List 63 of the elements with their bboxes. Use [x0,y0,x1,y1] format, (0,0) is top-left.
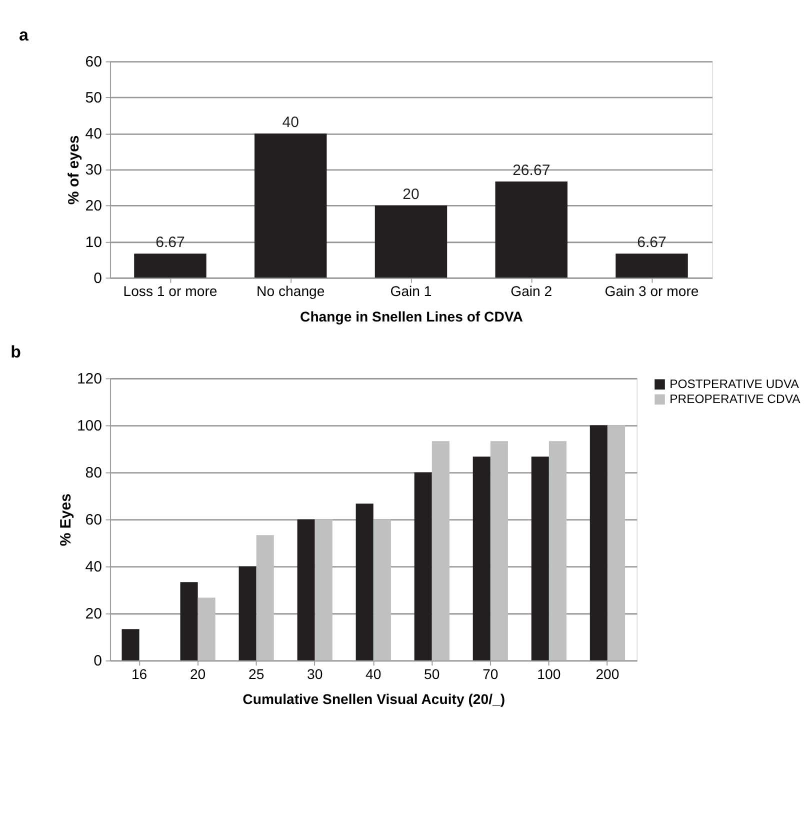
bar [414,472,432,660]
bar [180,582,198,660]
data-label: 20 [402,186,420,203]
y-tick-label: 40 [85,126,102,143]
bar [256,535,274,660]
x-tick-label: 100 [537,666,561,682]
legend-label: PREOPERATIVE CDVA [670,392,802,406]
bar [432,441,450,660]
y-tick-label: 120 [76,370,102,388]
x-axis-title: Cumulative Snellen Visual Acuity (20/_) [242,691,506,708]
bar [356,504,374,660]
x-tick-label: Gain 3 or more [604,282,699,299]
bar [495,182,568,278]
x-tick-label: Gain 2 [510,282,552,299]
y-tick-label: 50 [85,90,102,107]
y-tick-label: 20 [85,198,102,215]
bar [297,519,315,660]
y-axis-title: % of eyes [66,135,83,205]
data-label: 40 [282,114,299,131]
bar [254,133,327,278]
data-label: 26.67 [512,162,550,179]
x-tick-label: 30 [307,666,323,682]
x-tick-label: 16 [131,666,148,682]
y-tick-label: 30 [85,162,102,179]
y-tick-label: 100 [76,417,102,434]
bar [122,629,140,660]
bar [548,441,566,660]
y-tick-label: 20 [85,606,102,623]
x-tick-label: Gain 1 [390,282,432,299]
bar [590,425,608,660]
chart-title: b [10,342,21,362]
bar [616,254,688,278]
x-tick-label: 50 [424,666,440,682]
x-tick-label: Loss 1 or more [123,282,218,299]
chart-title: a [19,26,29,45]
bar [198,598,216,660]
x-axis-title: Change in Snellen Lines of CDVA [300,308,523,324]
bar [531,456,549,660]
y-tick-label: 60 [85,54,102,71]
bar [374,206,448,278]
y-tick-label: 10 [85,234,102,251]
x-tick-label: 200 [596,666,620,682]
bar [134,254,206,278]
legend-label: POSTPERATIVE UDVA [670,377,800,392]
bar [490,441,508,660]
data-label: 6.67 [156,234,185,252]
x-tick-label: 40 [366,666,382,682]
y-axis-title: % Eyes [57,494,74,546]
bar [314,519,332,660]
x-tick-label: 25 [248,666,264,682]
y-tick-label: 40 [85,558,102,576]
bar [607,425,626,660]
bar [472,456,490,660]
y-tick-label: 0 [94,652,102,670]
x-tick-label: 70 [482,666,498,682]
y-tick-label: 60 [85,512,102,529]
y-tick-label: 0 [94,270,102,287]
bar [238,566,256,660]
data-label: 6.67 [637,234,666,252]
y-tick-label: 80 [85,464,102,482]
x-tick-label: 20 [190,666,206,682]
bar [373,519,391,660]
x-tick-label: No change [256,282,325,299]
